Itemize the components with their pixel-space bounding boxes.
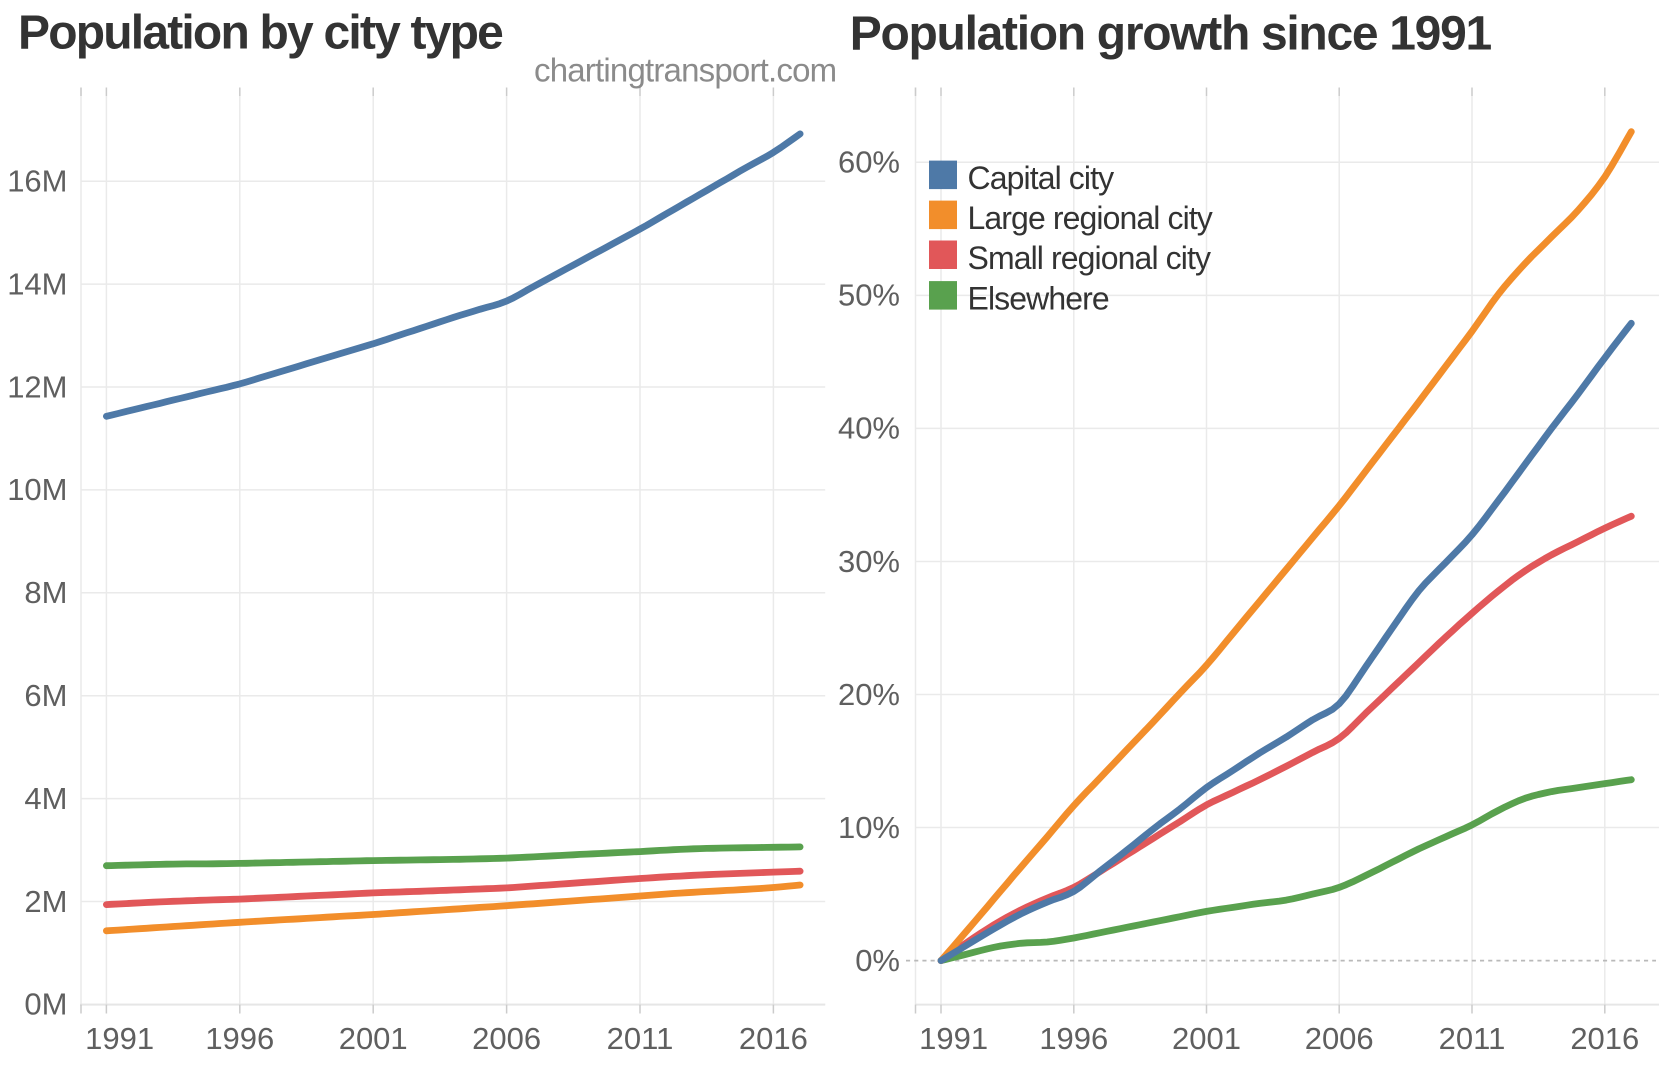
svg-text:12M: 12M [7, 369, 67, 404]
svg-text:50%: 50% [838, 278, 900, 313]
svg-text:60%: 60% [838, 145, 900, 180]
svg-text:1991: 1991 [85, 1021, 154, 1056]
svg-text:2M: 2M [24, 884, 67, 919]
svg-text:Large regional city: Large regional city [968, 200, 1213, 236]
svg-text:16M: 16M [7, 164, 67, 199]
svg-text:Small regional city: Small regional city [968, 240, 1211, 276]
svg-text:30%: 30% [838, 544, 900, 579]
svg-text:4M: 4M [24, 781, 67, 816]
svg-text:1996: 1996 [1039, 1021, 1108, 1056]
svg-text:10%: 10% [838, 810, 900, 845]
svg-text:20%: 20% [838, 677, 900, 712]
svg-text:1991: 1991 [919, 1021, 988, 1056]
svg-text:Population growth since 1991: Population growth since 1991 [850, 8, 1492, 61]
svg-text:0%: 0% [855, 943, 900, 978]
svg-text:0M: 0M [24, 987, 67, 1022]
svg-text:2006: 2006 [1305, 1021, 1374, 1056]
svg-text:Population by city type: Population by city type [18, 7, 503, 60]
svg-text:14M: 14M [7, 266, 67, 301]
svg-text:2006: 2006 [472, 1021, 541, 1056]
svg-text:40%: 40% [838, 411, 900, 446]
svg-text:2011: 2011 [1439, 1021, 1506, 1056]
svg-text:8M: 8M [24, 575, 67, 610]
svg-text:2011: 2011 [607, 1021, 674, 1056]
svg-text:Elsewhere: Elsewhere [968, 281, 1109, 317]
svg-text:6M: 6M [24, 678, 67, 713]
svg-text:2001: 2001 [339, 1021, 408, 1056]
svg-text:1996: 1996 [205, 1021, 274, 1056]
svg-text:chartingtransport.com: chartingtransport.com [534, 52, 836, 89]
svg-text:2001: 2001 [1172, 1021, 1241, 1056]
svg-text:2016: 2016 [739, 1021, 808, 1056]
svg-text:2016: 2016 [1570, 1021, 1639, 1056]
svg-text:Capital city: Capital city [968, 160, 1115, 196]
svg-text:10M: 10M [7, 472, 67, 507]
